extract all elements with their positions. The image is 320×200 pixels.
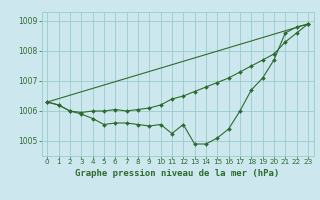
X-axis label: Graphe pression niveau de la mer (hPa): Graphe pression niveau de la mer (hPa) (76, 169, 280, 178)
